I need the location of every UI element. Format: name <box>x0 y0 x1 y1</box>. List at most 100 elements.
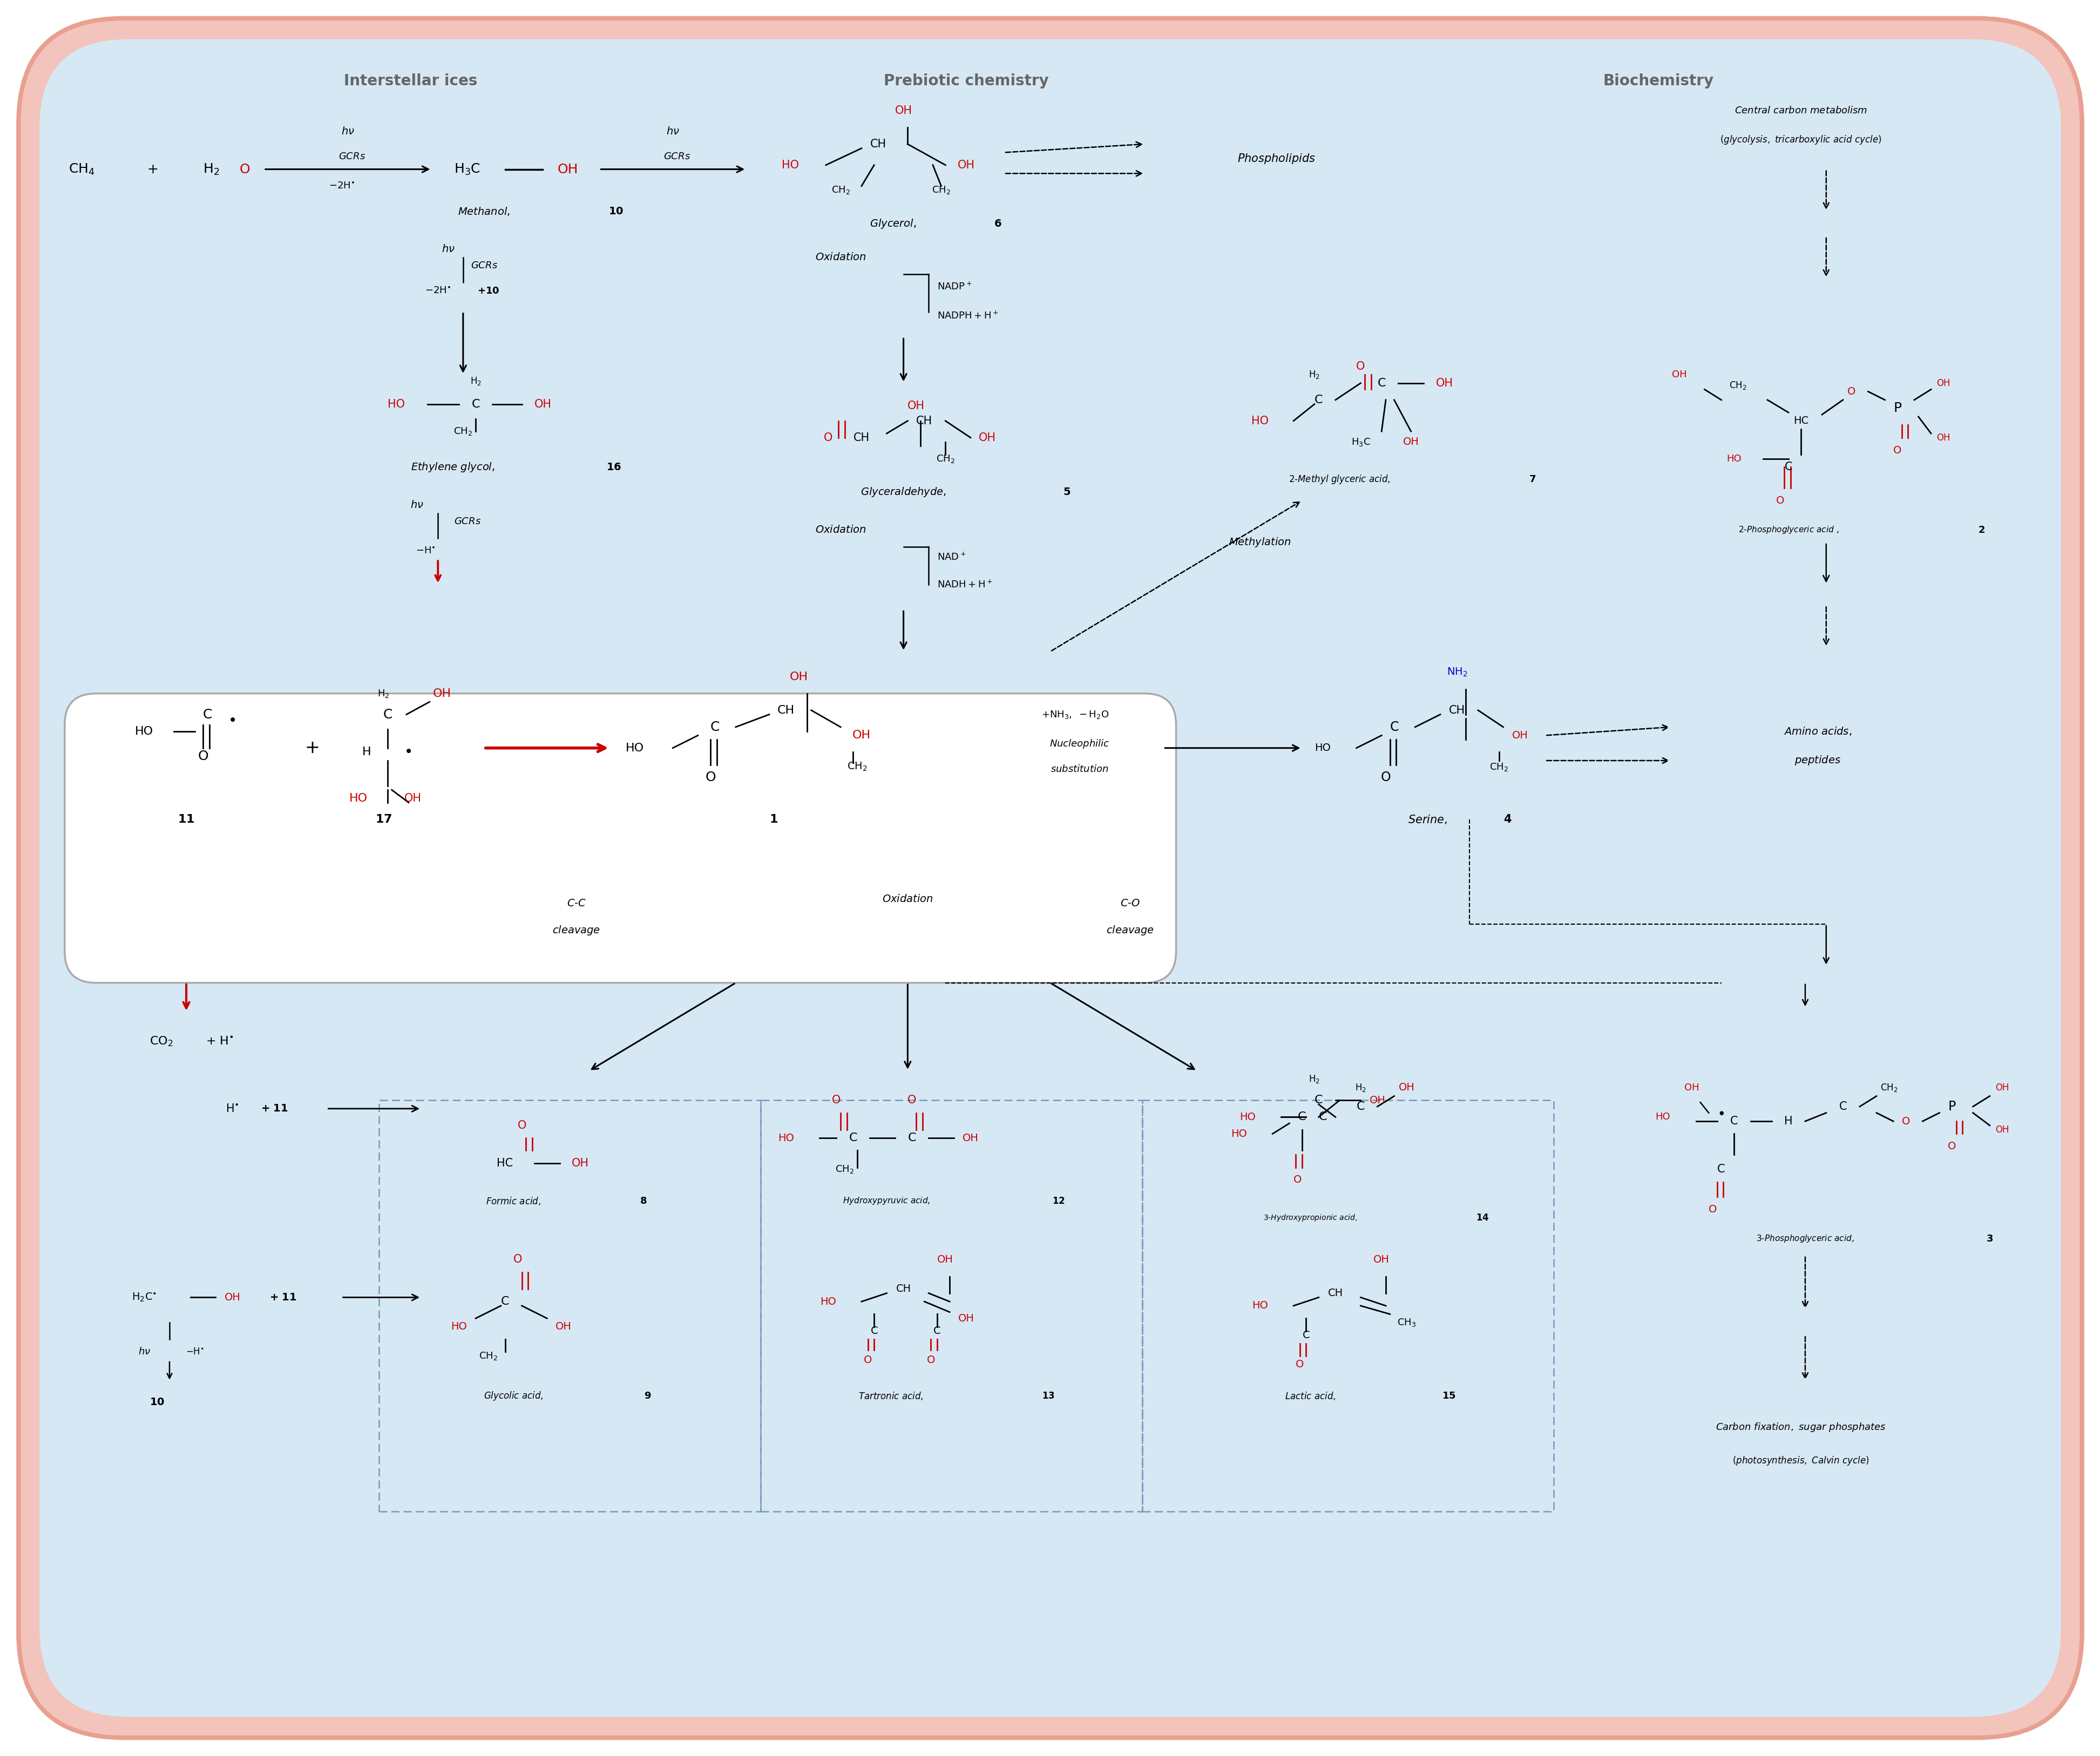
Text: HO: HO <box>1252 1301 1268 1312</box>
Text: OH: OH <box>979 432 995 443</box>
Text: OH: OH <box>853 730 872 741</box>
Text: OH: OH <box>937 1254 953 1264</box>
Text: OH: OH <box>790 671 808 681</box>
FancyBboxPatch shape <box>65 694 1176 983</box>
Text: $\mathit{2\text{-}Phosphoglyceric\ acid\ ,}$: $\mathit{2\text{-}Phosphoglyceric\ acid\… <box>1737 525 1838 536</box>
Text: C: C <box>1390 720 1399 734</box>
Text: $\mathit{C\text{-}C}$: $\mathit{C\text{-}C}$ <box>567 897 586 908</box>
Text: $\mathit{C\text{-}O}$: $\mathit{C\text{-}O}$ <box>1119 897 1140 908</box>
Text: $\mathrm{CH_2}$: $\mathrm{CH_2}$ <box>836 1164 855 1175</box>
FancyBboxPatch shape <box>19 18 2081 1738</box>
Text: $\mathbf{14}$: $\mathbf{14}$ <box>1476 1213 1489 1222</box>
Text: $\mathit{Oxidation}$: $\mathit{Oxidation}$ <box>815 253 867 262</box>
Text: $\mathrm{NAD^+}$: $\mathrm{NAD^+}$ <box>937 551 966 562</box>
Text: $\mathit{3\text{-}Phosphoglyceric\ acid,}$: $\mathit{3\text{-}Phosphoglyceric\ acid,… <box>1756 1233 1854 1243</box>
Text: $\mathbf{9}$: $\mathbf{9}$ <box>645 1391 651 1401</box>
Text: HO: HO <box>349 794 367 804</box>
Text: HO: HO <box>1252 416 1268 427</box>
Text: HO: HO <box>777 1133 794 1143</box>
Text: C: C <box>1357 1101 1365 1112</box>
Text: CH: CH <box>916 416 932 427</box>
Text: $\mathbf{17}$: $\mathbf{17}$ <box>376 813 393 825</box>
Text: HO: HO <box>1726 453 1741 464</box>
Text: O: O <box>1357 362 1365 372</box>
Text: $\mathbf{1}$: $\mathbf{1}$ <box>769 813 777 825</box>
Text: O: O <box>1380 771 1390 783</box>
Text: $\mathit{cleavage}$: $\mathit{cleavage}$ <box>1105 924 1153 936</box>
Text: $\mathit{Amino\ acids,}$: $\mathit{Amino\ acids,}$ <box>1783 725 1852 738</box>
Text: C: C <box>500 1296 508 1306</box>
Text: C: C <box>470 399 479 409</box>
Text: C: C <box>202 708 212 722</box>
Text: Biochemistry: Biochemistry <box>1602 74 1714 90</box>
Text: OH: OH <box>1995 1126 2010 1134</box>
Text: C: C <box>932 1326 941 1336</box>
Text: OH: OH <box>895 105 911 116</box>
Text: C: C <box>1302 1329 1310 1340</box>
Text: O: O <box>1294 1175 1302 1185</box>
Text: $\mathit{substitution}$: $\mathit{substitution}$ <box>1050 764 1109 774</box>
Text: $-2\mathrm{H}^{\bullet}$: $-2\mathrm{H}^{\bullet}$ <box>424 286 452 295</box>
Text: $\mathit{Oxidation}$: $\mathit{Oxidation}$ <box>815 525 867 536</box>
Text: $h\nu$: $h\nu$ <box>410 500 424 509</box>
Text: $\mathit{GCRs}$: $\mathit{GCRs}$ <box>470 262 498 270</box>
Text: $-2\mathrm{H}^{\bullet}$: $-2\mathrm{H}^{\bullet}$ <box>328 181 355 191</box>
Text: $\mathbf{16}$: $\mathbf{16}$ <box>607 462 622 472</box>
Text: O: O <box>512 1254 523 1264</box>
Text: CH: CH <box>1327 1289 1342 1298</box>
Text: +: + <box>304 739 319 757</box>
Text: OH: OH <box>1373 1254 1390 1264</box>
Text: Prebiotic chemistry: Prebiotic chemistry <box>884 74 1048 90</box>
Text: $\mathrm{NADP^+}$: $\mathrm{NADP^+}$ <box>937 281 972 291</box>
Text: C: C <box>1319 1112 1327 1122</box>
Text: CH: CH <box>1449 704 1466 716</box>
Text: $\mathit{Oxidation}$: $\mathit{Oxidation}$ <box>882 894 932 904</box>
Text: H: H <box>361 746 372 757</box>
Text: C: C <box>1718 1164 1724 1175</box>
Text: OH: OH <box>1936 378 1951 388</box>
Text: C: C <box>382 708 393 722</box>
Text: $\mathrm{H_2}$: $\mathrm{H_2}$ <box>378 688 388 699</box>
Text: CH: CH <box>853 432 869 443</box>
Text: OH: OH <box>1512 730 1527 741</box>
Text: $\mathrm{H_3C}$: $\mathrm{H_3C}$ <box>1350 437 1369 448</box>
Text: $\mathbf{2}$: $\mathbf{2}$ <box>1978 525 1984 536</box>
Text: $\mathit{Glycolic\ acid,}$: $\mathit{Glycolic\ acid,}$ <box>483 1391 544 1401</box>
Text: $\mathrm{H_2}$: $\mathrm{H_2}$ <box>1354 1082 1365 1092</box>
Text: $\mathbf{4}$: $\mathbf{4}$ <box>1504 813 1512 825</box>
Text: $\mathbf{15}$: $\mathbf{15}$ <box>1441 1391 1455 1401</box>
Text: $\mathbf{13}$: $\mathbf{13}$ <box>1042 1391 1054 1401</box>
Text: $\mathbf{+\ 11}$: $\mathbf{+\ 11}$ <box>269 1292 296 1303</box>
Text: OH: OH <box>958 160 974 170</box>
Text: CH: CH <box>777 704 794 716</box>
Text: $\mathit{Lactic\ acid,}$: $\mathit{Lactic\ acid,}$ <box>1285 1391 1336 1401</box>
Text: $\mathit{2\text{-}Methyl\ glyceric\ acid,}$: $\mathit{2\text{-}Methyl\ glyceric\ acid… <box>1289 474 1390 485</box>
Text: C: C <box>1840 1101 1846 1112</box>
Text: OH: OH <box>958 1313 974 1324</box>
Text: $\mathbf{6}$: $\mathbf{6}$ <box>993 220 1002 228</box>
Text: $\mathrm{H_2}$: $\mathrm{H_2}$ <box>204 162 220 176</box>
Text: $\mathbf{12}$: $\mathbf{12}$ <box>1052 1196 1065 1206</box>
Text: OH: OH <box>1936 432 1951 443</box>
Text: $\mathrm{CH_2}$: $\mathrm{CH_2}$ <box>454 427 472 437</box>
Text: O: O <box>517 1120 527 1131</box>
Text: $\mathit{peptides}$: $\mathit{peptides}$ <box>1793 755 1840 767</box>
Text: $\mathrm{CH_2}$: $\mathrm{CH_2}$ <box>479 1350 498 1361</box>
Text: OH: OH <box>571 1157 588 1168</box>
Text: C: C <box>1730 1115 1737 1127</box>
Text: $+\ \mathrm{H}^{\bullet}$: $+\ \mathrm{H}^{\bullet}$ <box>206 1036 233 1047</box>
Text: $\mathit{Phospholipids}$: $\mathit{Phospholipids}$ <box>1237 153 1315 165</box>
Text: C: C <box>869 1326 878 1336</box>
Text: $h\nu$: $h\nu$ <box>340 126 355 137</box>
Text: $\mathit{3\text{-}Hydroxypropionic\ acid,}$: $\mathit{3\text{-}Hydroxypropionic\ acid… <box>1262 1213 1357 1222</box>
Text: O: O <box>863 1356 872 1366</box>
Text: $\mathit{Hydroxypyruvic\ acid,}$: $\mathit{Hydroxypyruvic\ acid,}$ <box>842 1196 930 1206</box>
Text: O: O <box>1296 1359 1304 1370</box>
Text: $\mathrm{H}^{\bullet}$: $\mathrm{H}^{\bullet}$ <box>225 1103 239 1113</box>
Text: OH: OH <box>1399 1082 1415 1092</box>
Text: $\mathrm{CH_3}$: $\mathrm{CH_3}$ <box>1397 1317 1415 1328</box>
Text: ●: ● <box>1718 1110 1724 1115</box>
Text: O: O <box>832 1096 840 1106</box>
Text: $\mathit{(photosynthesis,\ Calvin\ cycle)}$: $\mathit{(photosynthesis,\ Calvin\ cycle… <box>1732 1456 1869 1466</box>
Text: HC: HC <box>1793 416 1808 427</box>
